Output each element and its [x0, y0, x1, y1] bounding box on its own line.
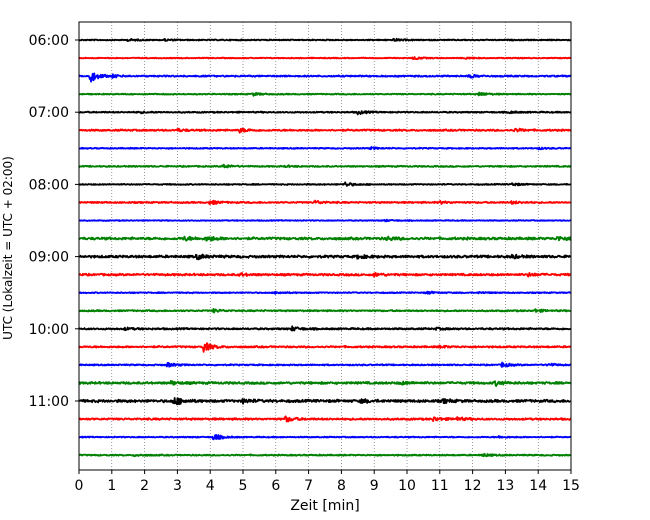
- trace-line: [78, 181, 572, 187]
- trace-line: [78, 127, 572, 134]
- y-tick-label: 09:00: [29, 250, 69, 266]
- trace-line: [78, 434, 572, 441]
- x-tick-label: 1: [107, 478, 116, 494]
- x-axis-ticks: 0 1 2 3 4 5 6 7 8 9 10 11 12 13 14 15: [75, 470, 580, 494]
- trace-line: [78, 271, 572, 278]
- trace-line: [78, 146, 572, 151]
- trace-line: [78, 342, 572, 353]
- trace-line: [78, 37, 572, 42]
- x-tick-label: 0: [75, 478, 84, 494]
- x-tick-label: 11: [431, 478, 449, 494]
- x-tick-label: 6: [271, 478, 280, 494]
- trace-line: [78, 163, 572, 169]
- y-tick-label: 06:00: [29, 33, 69, 49]
- trace-group: [78, 37, 572, 458]
- plot-frame-rect: [78, 21, 572, 471]
- trace-line: [78, 235, 572, 242]
- y-tick-label: 11:00: [29, 394, 69, 410]
- x-tick-label: 8: [337, 478, 346, 494]
- trace-line: [78, 110, 572, 116]
- trace-line: [78, 379, 572, 388]
- trace-line: [78, 415, 572, 423]
- trace-line: [78, 452, 572, 458]
- trace-line: [78, 325, 572, 332]
- x-tick-label: 5: [239, 478, 248, 494]
- y-axis-label: UTC (Lokalzeit = UTC + 02:00): [1, 156, 15, 340]
- x-tick-label: 14: [529, 478, 547, 494]
- plot-frame: [78, 21, 572, 471]
- x-tick-label: 7: [304, 478, 313, 494]
- trace-line: [78, 361, 572, 368]
- y-tick-label: 08:00: [29, 177, 69, 193]
- x-tick-label: 3: [173, 478, 182, 494]
- x-tick-label: 12: [464, 478, 482, 494]
- x-tick-label: 4: [206, 478, 215, 494]
- trace-line: [78, 290, 572, 295]
- x-tick-label: 2: [140, 478, 149, 494]
- trace-line: [78, 253, 572, 261]
- x-tick-label: 15: [562, 478, 580, 494]
- x-axis-label: Zeit [min]: [290, 498, 359, 514]
- trace-line: [78, 72, 572, 83]
- trace-line: [78, 56, 572, 61]
- trace-line: [78, 91, 572, 97]
- trace-line: [78, 199, 572, 206]
- y-tick-label: 07:00: [29, 105, 69, 121]
- x-tick-label: 10: [398, 478, 416, 494]
- y-tick-label: 10:00: [29, 322, 69, 338]
- trace-line: [78, 397, 572, 406]
- x-tick-label: 13: [496, 478, 514, 494]
- y-axis-ticks: 06:00 07:00 08:00 09:00 10:00 11:00: [29, 33, 79, 410]
- trace-line: [78, 307, 572, 314]
- trace-line: [78, 218, 572, 223]
- x-tick-label: 9: [370, 478, 379, 494]
